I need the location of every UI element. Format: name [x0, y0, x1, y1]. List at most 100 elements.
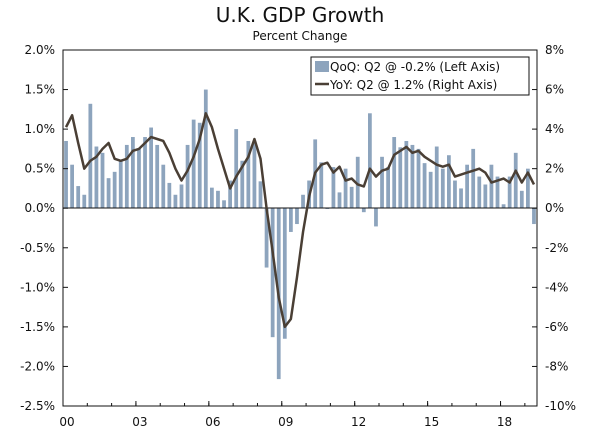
- qoq-bar: [240, 160, 245, 209]
- x-tick-label: 03: [132, 415, 147, 429]
- qoq-bar: [301, 194, 305, 209]
- qoq-bar: [532, 208, 536, 225]
- right-tick-label: -2%: [545, 241, 568, 255]
- qoq-bar: [404, 140, 409, 209]
- qoq-bar: [88, 103, 93, 209]
- left-tick-label: -2.5%: [20, 399, 55, 413]
- qoq-bar: [343, 168, 348, 209]
- qoq-bar: [447, 155, 451, 209]
- x-tick-label: 00: [59, 415, 74, 429]
- qoq-bar: [398, 147, 403, 209]
- chart-title: U.K. GDP Growth: [216, 3, 385, 27]
- qoq-bar: [295, 208, 299, 225]
- left-tick-label: 1.5%: [25, 83, 56, 97]
- left-tick-label: 2.0%: [25, 43, 56, 57]
- x-tick-label: 15: [424, 415, 439, 429]
- qoq-bar: [264, 208, 269, 268]
- qoq-bar: [203, 89, 208, 209]
- qoq-bar: [185, 144, 190, 209]
- plot-frame: [62, 49, 538, 407]
- qoq-bar: [76, 186, 81, 209]
- qoq-bar: [380, 156, 384, 209]
- left-tick-label: -0.5%: [20, 241, 55, 255]
- legend-label-yoy: YoY: Q2 @ 1.2% (Right Axis): [329, 78, 497, 92]
- right-tick-label: 0%: [545, 201, 564, 215]
- qoq-bar: [124, 144, 129, 209]
- qoq-bar: [94, 146, 99, 209]
- qoq-bar: [325, 208, 330, 210]
- x-axis: 00 03 06 09 12 15 18: [59, 401, 526, 429]
- qoq-bar: [228, 180, 232, 209]
- qoq-bar: [513, 152, 518, 209]
- bar-series: [64, 89, 536, 380]
- yoy-line: [64, 112, 536, 329]
- qoq-bar: [526, 168, 530, 209]
- left-axis: 2.0% 1.5% 1.0% 0.5% 0.0% -0.5% -1.0% -1.5% -2.0%…: [20, 43, 68, 413]
- qoq-bar: [216, 190, 220, 209]
- qoq-bar: [477, 176, 482, 209]
- qoq-bar: [137, 148, 141, 209]
- legend: QoQ: Q2 @ -0.2% (Left Axis) YoY: Q2 @ 1.…: [310, 56, 530, 96]
- qoq-bar: [82, 194, 87, 209]
- right-tick-label: -10%: [545, 399, 576, 413]
- qoq-bar: [131, 137, 135, 209]
- right-axis: 8% 6% 4% 2% 0% -2% -4% -6% -8% -10%: [532, 43, 576, 413]
- x-tick-label: 12: [351, 415, 366, 429]
- qoq-bar: [234, 129, 239, 209]
- right-tick-label: -6%: [545, 320, 568, 334]
- qoq-bar: [106, 178, 111, 209]
- qoq-bar: [197, 122, 202, 209]
- qoq-bar: [410, 144, 415, 209]
- x-tick-label: 09: [278, 415, 293, 429]
- qoq-bar: [507, 176, 512, 209]
- right-tick-label: -4%: [545, 280, 568, 294]
- qoq-bar: [519, 190, 524, 209]
- qoq-bar: [392, 137, 397, 209]
- qoq-bar: [246, 140, 251, 209]
- qoq-bar: [143, 137, 147, 209]
- qoq-bar: [355, 156, 360, 209]
- qoq-bar: [173, 194, 178, 209]
- left-tick-label: -2.0%: [20, 359, 55, 373]
- qoq-bar: [289, 208, 293, 232]
- qoq-bar: [331, 167, 336, 209]
- left-tick-label: -1.0%: [20, 280, 55, 294]
- qoq-bar: [483, 184, 488, 209]
- qoq-bar: [161, 164, 166, 209]
- qoq-bar: [495, 176, 500, 209]
- right-tick-label: 2%: [545, 162, 564, 176]
- x-tick-label: 06: [205, 415, 220, 429]
- left-tick-label: 0.0%: [25, 201, 56, 215]
- qoq-bar: [453, 180, 457, 209]
- qoq-bar: [167, 182, 172, 209]
- qoq-bar: [179, 184, 184, 209]
- chart-subtitle: Percent Change: [253, 29, 348, 43]
- legend-swatch-bars: [315, 61, 329, 72]
- qoq-bar: [252, 140, 257, 209]
- qoq-bar: [270, 208, 275, 338]
- qoq-bar: [501, 204, 506, 209]
- qoq-bar: [337, 192, 342, 209]
- qoq-bar: [64, 140, 68, 209]
- qoq-bar: [70, 164, 74, 209]
- qoq-bar: [258, 181, 263, 209]
- qoq-bar: [149, 127, 153, 209]
- qoq-bar: [489, 164, 494, 209]
- qoq-bar: [282, 208, 287, 339]
- qoq-bar: [100, 152, 105, 209]
- qoq-bar: [471, 148, 476, 209]
- qoq-bar: [118, 160, 123, 209]
- qoq-bar: [465, 164, 469, 209]
- left-tick-label: 1.0%: [25, 122, 56, 136]
- legend-box: [310, 56, 530, 96]
- right-tick-label: 8%: [545, 43, 564, 57]
- left-tick-label: -1.5%: [20, 320, 55, 334]
- qoq-bar: [434, 146, 439, 209]
- qoq-bar: [191, 119, 196, 209]
- qoq-bar: [155, 144, 160, 209]
- right-tick-label: 4%: [545, 122, 564, 136]
- qoq-bar: [112, 171, 117, 209]
- qoq-bar: [416, 148, 421, 209]
- right-tick-label: -8%: [545, 359, 568, 373]
